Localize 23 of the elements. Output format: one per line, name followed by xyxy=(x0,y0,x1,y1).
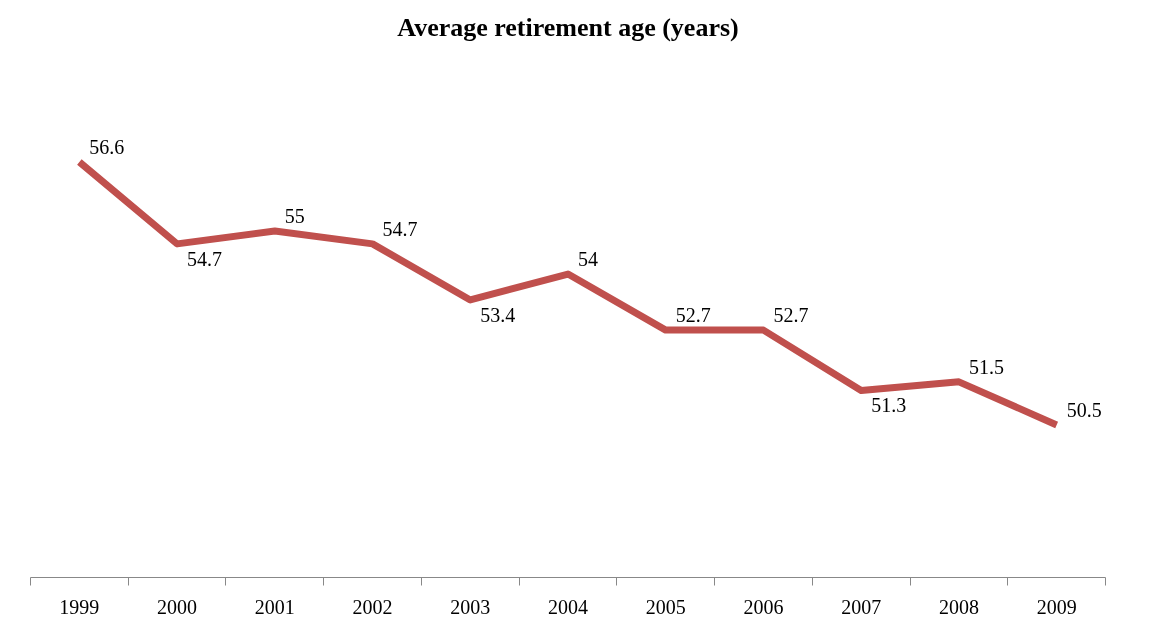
data-label: 54.7 xyxy=(187,247,223,270)
x-tick-label: 2002 xyxy=(352,595,393,618)
x-tick-label: 2000 xyxy=(157,595,198,618)
x-tick-label: 1999 xyxy=(59,595,100,618)
x-tick-label: 2005 xyxy=(645,595,686,618)
x-tick-label: 2006 xyxy=(743,595,784,618)
x-tick-label: 2009 xyxy=(1036,595,1077,618)
x-tick-label: 2001 xyxy=(254,595,295,618)
data-label: 52.7 xyxy=(675,304,711,327)
x-tick-label: 2007 xyxy=(841,595,882,618)
data-label: 51.3 xyxy=(871,394,907,417)
data-label: 53.4 xyxy=(480,303,516,326)
x-tick-label: 2008 xyxy=(938,595,979,618)
data-label: 52.7 xyxy=(773,304,809,327)
x-tick-label: 2004 xyxy=(548,595,588,618)
data-label: 54 xyxy=(578,248,598,271)
chart-title: Average retirement age (years) xyxy=(397,12,739,42)
data-label: 56.6 xyxy=(89,135,125,158)
data-label: 51.5 xyxy=(968,355,1004,378)
data-label: 55 xyxy=(284,204,305,227)
x-tick-label: 2003 xyxy=(450,595,491,618)
data-label: 54.7 xyxy=(382,217,418,240)
data-label: 50.5 xyxy=(1066,398,1102,421)
